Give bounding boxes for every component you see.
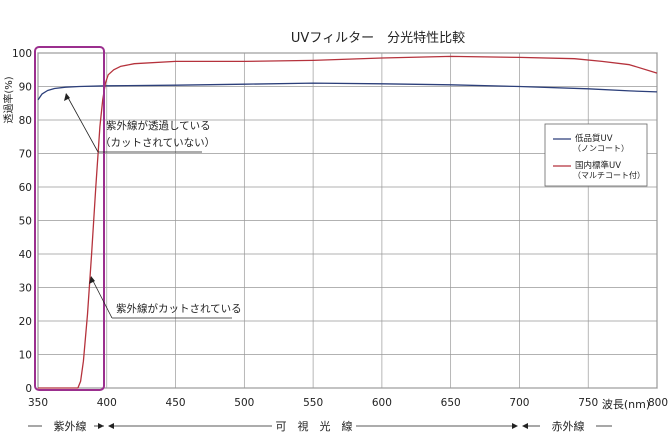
- legend-entry-standard: 国内標準UV: [575, 160, 621, 171]
- arrow-right-icon: [98, 423, 104, 429]
- x-tick-label: 450: [166, 397, 186, 409]
- annotation-uv-transmitted: 紫外線が透過している （カットされていない）: [64, 93, 215, 153]
- x-axis-label: 波長(nm): [602, 398, 650, 411]
- annotation-text-2: （カットされていない）: [100, 137, 215, 149]
- series-line-1: [38, 55, 658, 389]
- arrowhead-icon: [64, 93, 70, 101]
- legend-entry-low-quality-sub: （ノンコート）: [573, 144, 629, 153]
- x-tick-label: 650: [441, 397, 461, 409]
- y-tick-label: 10: [19, 350, 32, 362]
- x-tick-label: 800: [648, 397, 668, 409]
- annotation-text-3: 紫外線がカットされている: [116, 302, 242, 315]
- y-tick-label: 70: [19, 149, 32, 161]
- x-tick-label: 600: [372, 397, 392, 409]
- series-line-0: [37, 82, 658, 101]
- x-tick-label: 550: [303, 397, 323, 409]
- y-tick-label: 0: [25, 383, 32, 395]
- legend: 低品質UV （ノンコート） 国内標準UV （マルチコート付）: [544, 123, 648, 187]
- y-tick-label: 100: [12, 48, 32, 60]
- annotation-leader: [65, 93, 99, 153]
- y-tick-labels: 0 10 20 30 40 50 60 70 80 90 100: [12, 48, 32, 395]
- legend-entry-standard-sub: （マルチコート付）: [573, 170, 645, 180]
- x-tick-label: 500: [234, 397, 254, 409]
- y-tick-label: 90: [19, 82, 32, 94]
- y-tick-label: 80: [19, 115, 32, 127]
- band-ir: 赤外線: [552, 419, 585, 433]
- grid: [37, 52, 658, 389]
- legend-entry-low-quality: 低品質UV: [575, 133, 613, 144]
- y-tick-label: 60: [19, 182, 32, 194]
- x-tick-label: 700: [509, 397, 529, 409]
- chart-title: UVフィルター 分光特性比較: [291, 31, 465, 46]
- arrow-left-icon: [108, 423, 114, 429]
- y-tick-label: 20: [19, 316, 32, 328]
- y-tick-label: 40: [19, 249, 32, 261]
- x-tick-labels: 350 400 450 500 550 600 650 700 750 800: [28, 397, 668, 409]
- annotation-leader: [90, 276, 113, 319]
- series-lines: [37, 55, 658, 389]
- band-visible: 可 視 光 線: [276, 419, 353, 433]
- band-uv: 紫外線: [54, 419, 87, 433]
- y-axis-label: 透過率(%): [2, 76, 15, 123]
- arrowhead-icon: [89, 276, 95, 284]
- annotation-text-1: 紫外線が透過している: [106, 119, 211, 132]
- arrow-right-icon: [512, 423, 518, 429]
- uv-highlight-box: [34, 46, 105, 391]
- annotation-uv-cut: 紫外線がカットされている: [89, 276, 242, 319]
- x-tick-label: 750: [578, 397, 598, 409]
- x-tick-label: 350: [28, 397, 48, 409]
- x-tick-label: 400: [97, 397, 117, 409]
- arrow-left-icon: [522, 423, 528, 429]
- y-tick-label: 50: [19, 216, 32, 228]
- spectrum-bands: 紫外線 可 視 光 線 赤外線: [28, 419, 612, 433]
- y-tick-label: 30: [19, 283, 32, 295]
